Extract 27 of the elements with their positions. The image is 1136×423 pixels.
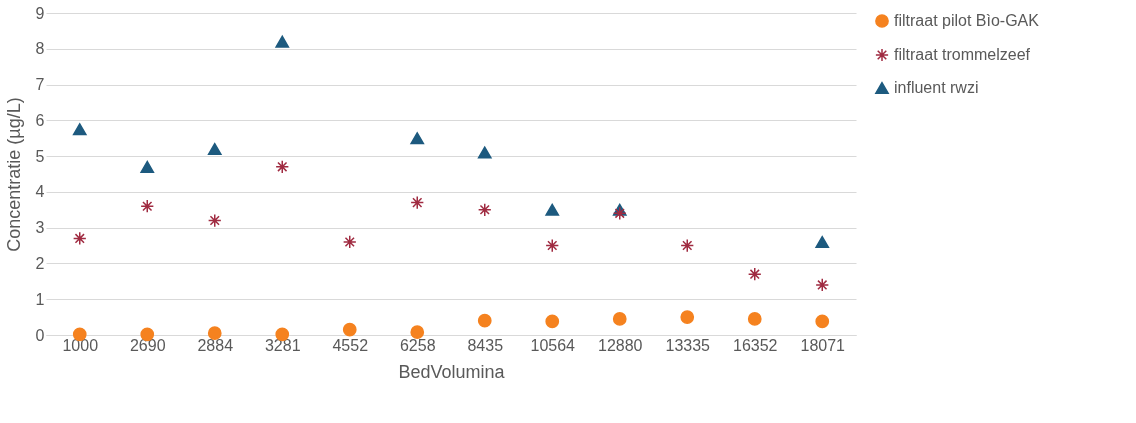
x-tick-label: 12880	[598, 336, 643, 354]
y-tick-label: 7	[35, 76, 45, 94]
y-axis-title: Concentratie (µg/L)	[3, 97, 24, 252]
x-tick-label: 10564	[530, 336, 576, 354]
legend-label: influent rwzi	[894, 79, 979, 96]
y-tick-label: 6	[35, 111, 45, 129]
y-tick-label: 0	[35, 326, 45, 344]
y-tick-label: 3	[35, 219, 45, 237]
x-tick-label: 4552	[332, 336, 369, 354]
x-tick-label: 8435	[467, 336, 504, 354]
legend-label: filtraat trommelzeef	[894, 46, 1031, 63]
x-tick-label: 13335	[665, 336, 711, 354]
y-tick-label: 4	[35, 183, 45, 201]
x-tick-label: 1000	[62, 336, 99, 354]
x-tick-label: 6258	[399, 336, 436, 354]
y-tick-label: 9	[35, 4, 45, 22]
x-tick-label: 16352	[733, 336, 778, 354]
x-tick-label: 3281	[264, 336, 301, 354]
y-tick-label: 1	[35, 290, 45, 308]
legend-label: filtraat pilot Bìo-GAK	[894, 12, 1040, 29]
x-tick-label: 18071	[800, 336, 846, 354]
y-tick-label: 5	[35, 147, 45, 165]
y-tick-label: 2	[35, 254, 45, 272]
x-tick-label: 2690	[129, 336, 166, 354]
x-axis-title: BedVolumina	[398, 361, 506, 382]
y-tick-label: 8	[35, 40, 45, 58]
x-tick-label: 2884	[197, 336, 234, 354]
